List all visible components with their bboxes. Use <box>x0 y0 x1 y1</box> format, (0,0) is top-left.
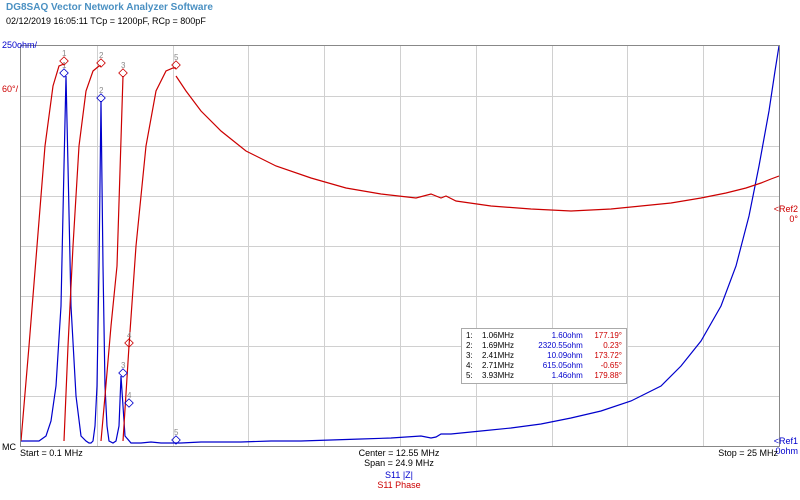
legend-s11-z: S11 |Z| <box>385 470 413 480</box>
svg-text:2: 2 <box>99 86 104 95</box>
y-scale-phase: 60°/ <box>2 84 18 94</box>
trace-legend: S11 |Z| S11 Phase <box>20 470 778 490</box>
svg-text:1: 1 <box>62 61 67 70</box>
svg-text:4: 4 <box>127 391 132 400</box>
marker-readout-box: 1:1.06MHz1.60ohm177.19°2:1.69MHz2320.55o… <box>461 328 627 384</box>
x-start-label: Start = 0.1 MHz <box>20 448 83 458</box>
y-scale-impedance: 250ohm/ <box>2 40 37 50</box>
ref2-label: <Ref2 <box>774 204 798 214</box>
svg-text:2: 2 <box>99 51 104 60</box>
x-center-label: Center = 12.55 MHz Span = 24.9 MHz <box>359 448 440 468</box>
ref2-value: 0° <box>789 214 798 224</box>
marker-glyphs: 1 1 2 2 3 3 4 4 5 5 <box>60 49 180 444</box>
legend-s11-phase: S11 Phase <box>377 480 420 490</box>
svg-text:1: 1 <box>62 49 67 58</box>
svg-text:5: 5 <box>174 53 179 62</box>
trace-s11-phase <box>21 64 779 441</box>
marker-table: 1:1.06MHz1.60ohm177.19°2:1.69MHz2320.55o… <box>464 331 624 381</box>
svg-text:3: 3 <box>121 61 126 70</box>
chart-plot-area: 1122334455 250ohm/ 60°/ MC <Ref2 0° <Ref… <box>20 45 780 447</box>
ref1-value: 0ohm <box>775 446 798 456</box>
ref1-label: <Ref1 <box>774 436 798 446</box>
app-title: DG8SAQ Vector Network Analyzer Software <box>6 2 213 13</box>
svg-text:4: 4 <box>127 331 132 340</box>
svg-text:3: 3 <box>121 361 126 370</box>
trace-canvas: 1 1 2 2 3 3 4 4 5 5 <box>21 46 779 446</box>
svg-text:5: 5 <box>174 428 179 437</box>
mc-label: MC <box>2 442 16 452</box>
x-stop-label: Stop = 25 MHz <box>718 448 778 458</box>
timestamp-caption: 02/12/2019 16:05:11 TCp = 1200pF, RCp = … <box>6 16 206 26</box>
trace-s11-z <box>21 46 779 443</box>
